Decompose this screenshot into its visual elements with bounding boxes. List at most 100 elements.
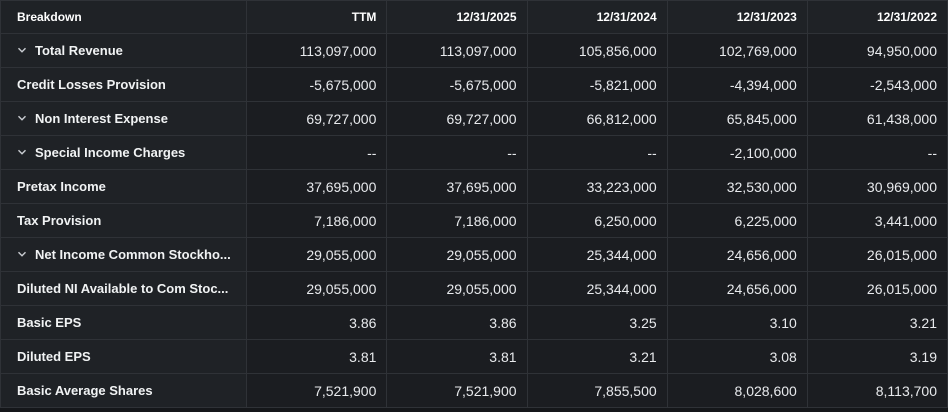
row-label-text: Basic EPS (17, 315, 82, 330)
table-cell: 3.86 (386, 305, 528, 340)
row-label: Tax Provision (0, 203, 248, 238)
table-cell: -5,821,000 (526, 67, 668, 102)
table-cell: 7,186,000 (246, 203, 388, 238)
table-cell: 33,223,000 (526, 169, 668, 204)
table-row: Tax Provision 7,186,000 7,186,000 6,250,000… (0, 203, 948, 238)
row-label-text: Special Income Charges (35, 144, 186, 160)
table-row: Credit Losses Provision -5,675,000 -5,675,… (0, 67, 948, 102)
table-row: Diluted NI Available to Com Stoc... 29,05… (0, 271, 948, 306)
table-cell: 37,695,000 (246, 169, 388, 204)
row-label-text: Tax Provision (17, 213, 102, 228)
table-cell: 69,727,000 (386, 101, 528, 136)
table-row: Basic EPS 3.86 3.86 3.25 3.10 3.21 (0, 305, 948, 340)
table-cell: 29,055,000 (246, 237, 388, 272)
row-label-text: Non Interest Expense (35, 110, 168, 126)
header-2023[interactable]: 12/31/2023 (666, 0, 808, 34)
row-label[interactable]: Total Revenue (0, 33, 248, 68)
header-2025[interactable]: 12/31/2025 (386, 0, 528, 34)
table-cell: 26,015,000 (806, 237, 948, 272)
table-cell: -2,100,000 (666, 135, 808, 170)
table-cell: 8,113,700 (806, 373, 948, 408)
table-cell: 3.10 (666, 305, 808, 340)
table-cell: 3.21 (526, 339, 668, 374)
table-cell: 7,521,900 (246, 373, 388, 408)
chevron-down-icon[interactable] (17, 113, 31, 126)
table-cell: 30,969,000 (806, 169, 948, 204)
row-label-text: Diluted NI Available to Com Stoc... (17, 281, 229, 296)
table-cell: 3.81 (246, 339, 388, 374)
table-cell: 29,055,000 (246, 271, 388, 306)
table-cell: 105,856,000 (526, 33, 668, 68)
header-2024[interactable]: 12/31/2024 (526, 0, 668, 34)
table-cell: 32,530,000 (666, 169, 808, 204)
table-row: Total Revenue 113,097,000 113,097,000 105,8… (0, 33, 948, 68)
row-label-text: Net Income Common Stockho... (35, 246, 231, 262)
table-cell: 37,695,000 (386, 169, 528, 204)
table-cell: 24,656,000 (666, 271, 808, 306)
row-label[interactable]: Net Income Common Stockho... (0, 237, 248, 272)
table-cell: 26,015,000 (806, 271, 948, 306)
table-cell: 7,521,900 (386, 373, 528, 408)
table-row: Net Income Common Stockho... 29,055,000 29… (0, 237, 948, 272)
table-cell: -2,543,000 (806, 67, 948, 102)
table-cell: 69,727,000 (246, 101, 388, 136)
table-cell: 6,225,000 (666, 203, 808, 238)
table-cell: 113,097,000 (246, 33, 388, 68)
table-cell: 8,028,600 (666, 373, 808, 408)
chevron-down-icon[interactable] (17, 147, 31, 160)
table-cell: 6,250,000 (526, 203, 668, 238)
table-cell: 61,438,000 (806, 101, 948, 136)
table-cell: 66,812,000 (526, 101, 668, 136)
table-cell: -- (806, 135, 948, 170)
table-cell: 25,344,000 (526, 237, 668, 272)
table-cell: 3.19 (806, 339, 948, 374)
table-cell: 25,344,000 (526, 271, 668, 306)
row-label: Diluted NI Available to Com Stoc... (0, 271, 248, 306)
table-cell: 113,097,000 (386, 33, 528, 68)
row-label: Basic Average Shares (0, 373, 248, 408)
row-label[interactable]: Non Interest Expense (0, 101, 248, 136)
row-label: Basic EPS (0, 305, 248, 340)
table-cell: -4,394,000 (666, 67, 808, 102)
chevron-down-icon[interactable] (17, 45, 31, 58)
table-cell: -5,675,000 (246, 67, 388, 102)
row-label: Diluted EPS (0, 339, 248, 374)
table-cell: -5,675,000 (386, 67, 528, 102)
row-label: Credit Losses Provision (0, 67, 248, 102)
table-cell: -- (246, 135, 388, 170)
row-label-text: Basic Average Shares (17, 383, 153, 398)
table-cell: 29,055,000 (386, 237, 528, 272)
header-breakdown[interactable]: Breakdown (0, 0, 248, 34)
table-cell: 3,441,000 (806, 203, 948, 238)
table-cell: 3.86 (246, 305, 388, 340)
table-row: Diluted EPS 3.81 3.81 3.21 3.08 3.19 (0, 339, 948, 374)
table-cell: 3.81 (386, 339, 528, 374)
row-label-text: Diluted EPS (17, 349, 91, 364)
table-cell: 24,656,000 (666, 237, 808, 272)
table-cell: 29,055,000 (386, 271, 528, 306)
row-label[interactable]: Special Income Charges (0, 135, 248, 170)
table-cell: 94,950,000 (806, 33, 948, 68)
table-row: Non Interest Expense 69,727,000 69,727,000… (0, 101, 948, 136)
table-cell: 3.08 (666, 339, 808, 374)
row-label-text: Total Revenue (35, 42, 123, 58)
table-cell: 3.25 (526, 305, 668, 340)
row-label: Pretax Income (0, 169, 248, 204)
header-ttm[interactable]: TTM (246, 0, 388, 34)
table-cell: -- (386, 135, 528, 170)
table-cell: -- (526, 135, 668, 170)
chevron-down-icon[interactable] (17, 249, 31, 262)
table-cell: 7,186,000 (386, 203, 528, 238)
header-2022[interactable]: 12/31/2022 (806, 0, 948, 34)
table-cell: 3.21 (806, 305, 948, 340)
table-row: Pretax Income 37,695,000 37,695,000 33,223,… (0, 169, 948, 204)
table-cell: 102,769,000 (666, 33, 808, 68)
table-cell: 7,855,500 (526, 373, 668, 408)
table-cell: 65,845,000 (666, 101, 808, 136)
table-row: Basic Average Shares 7,521,900 7,521,900 7,… (0, 373, 948, 408)
table-row: Special Income Charges -- -- -- -2,100,000 -- (0, 135, 948, 170)
row-label-text: Credit Losses Provision (17, 77, 166, 92)
header-row: Breakdown TTM 12/31/2025 12/31/2024 12/3… (0, 0, 948, 34)
row-label-text: Pretax Income (17, 179, 106, 194)
